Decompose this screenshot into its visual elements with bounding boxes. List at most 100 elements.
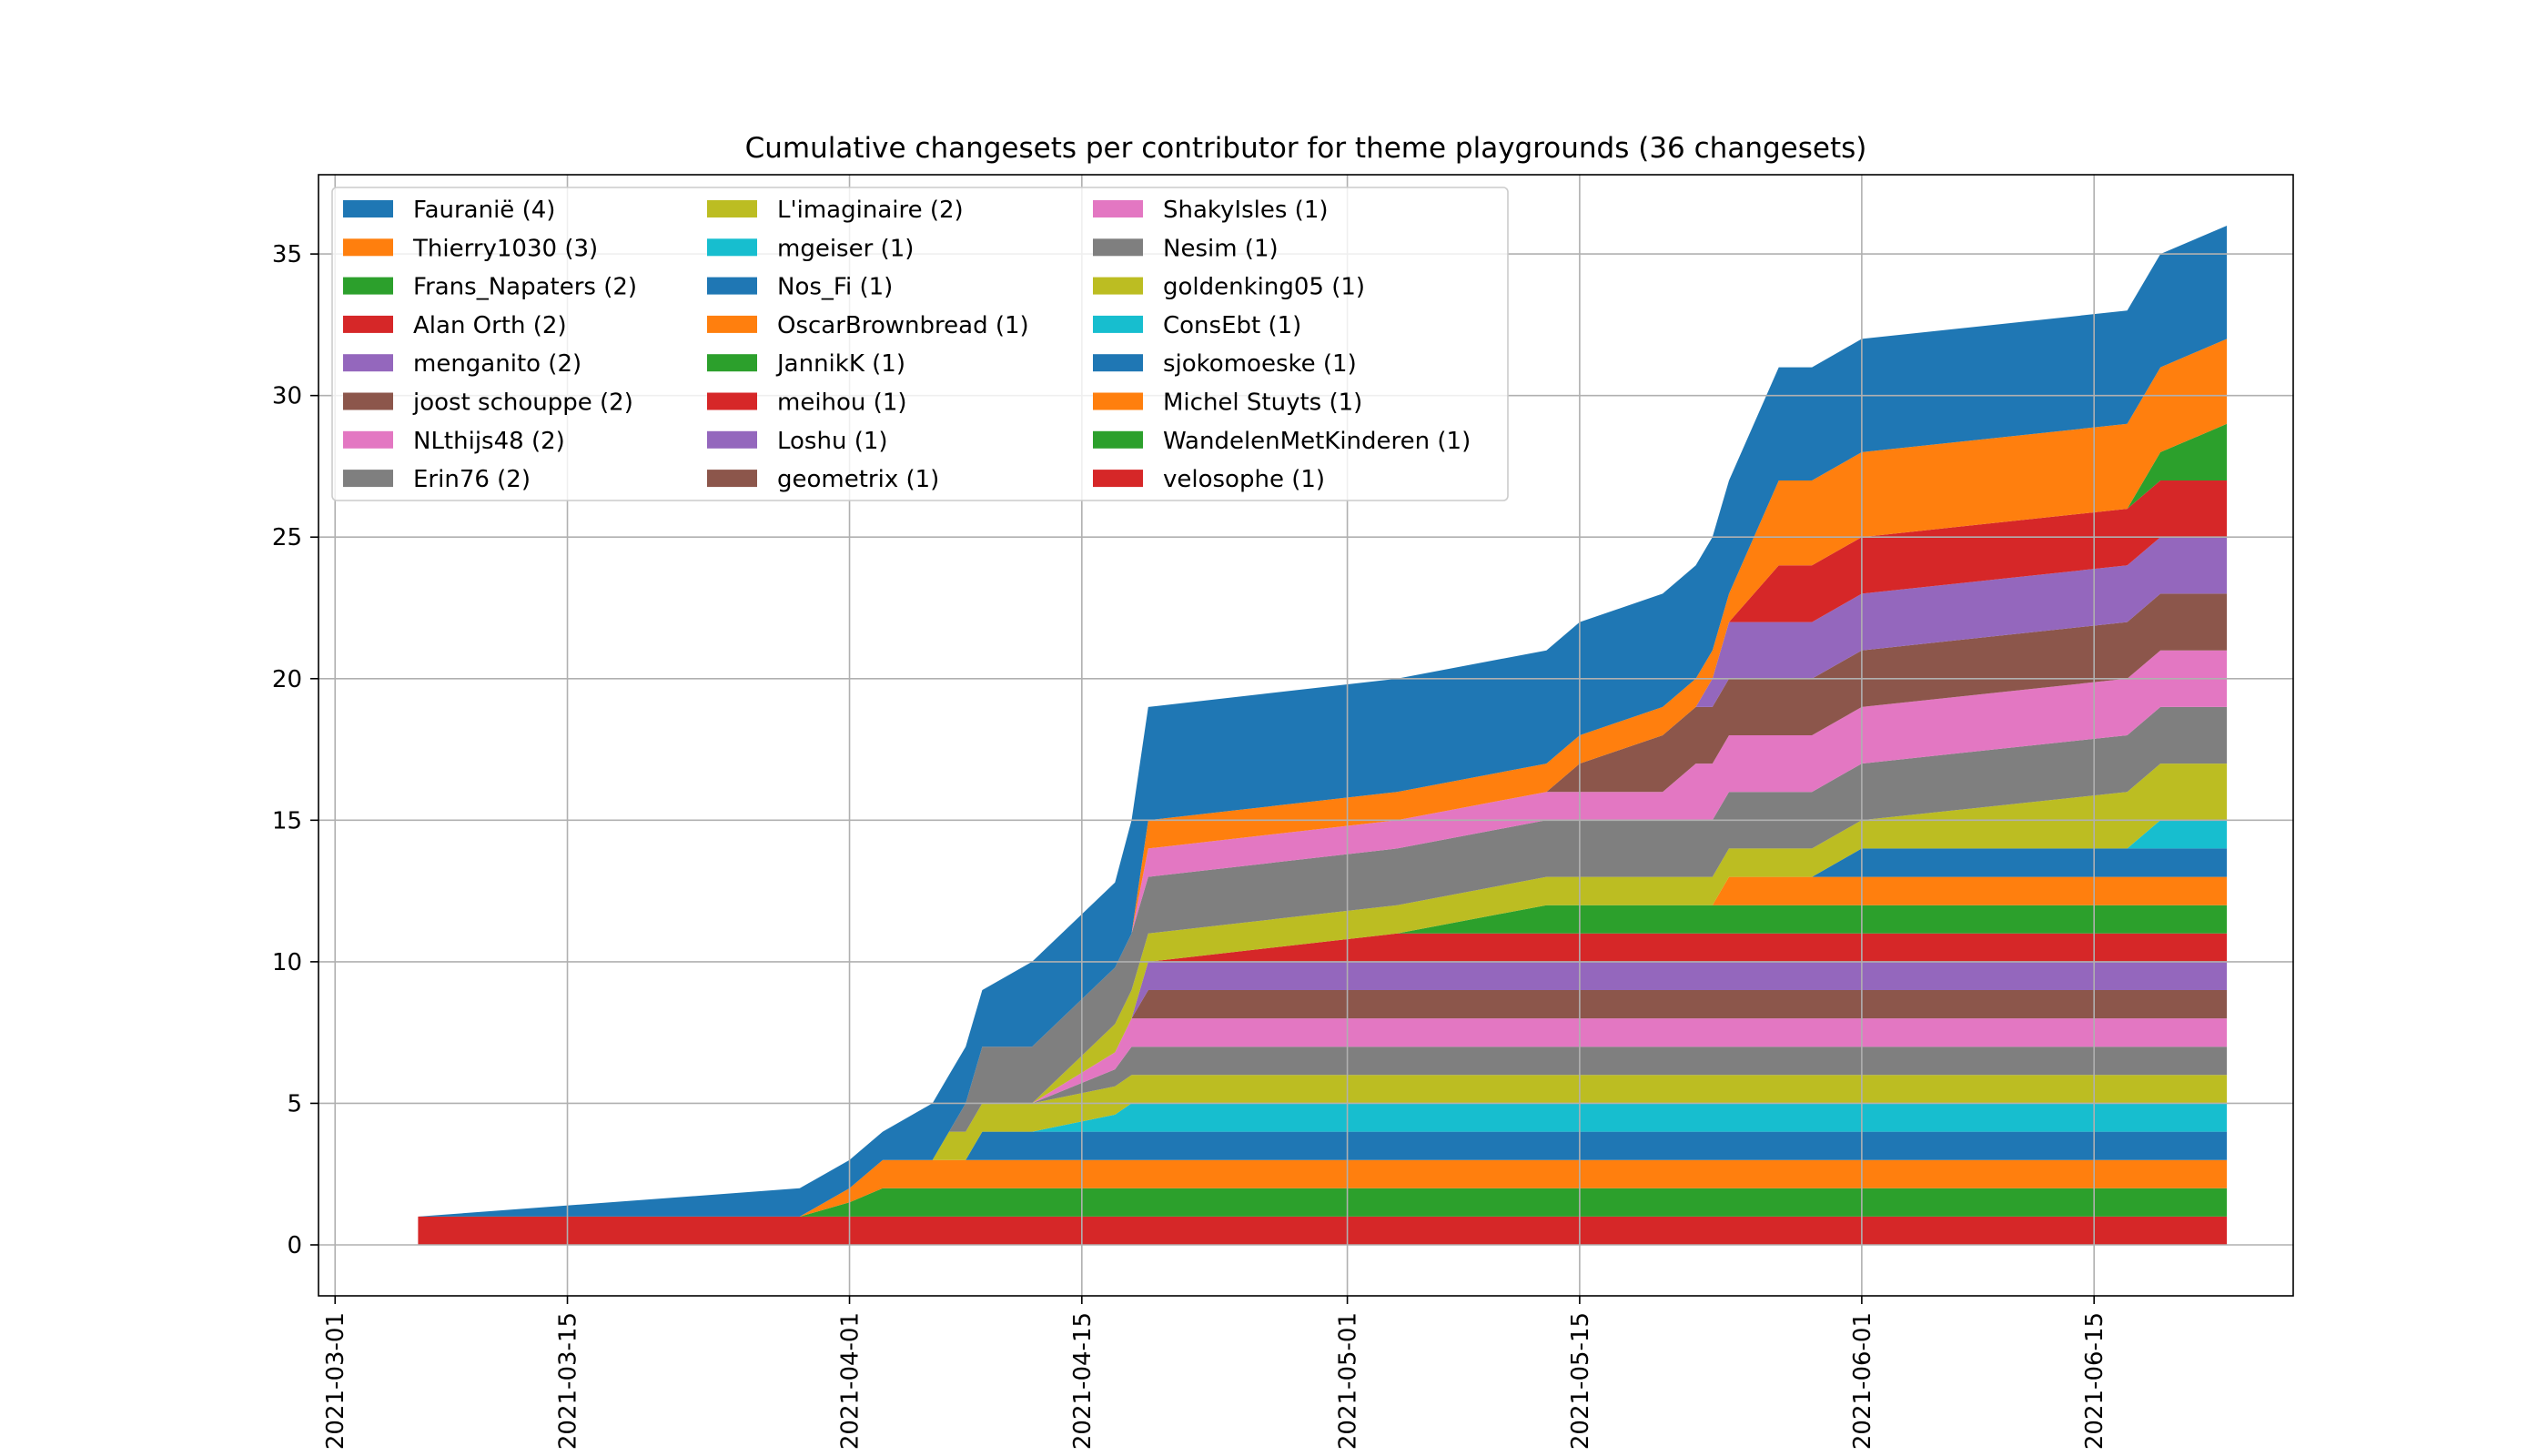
legend-label: ConsEbt (1) (1163, 312, 1301, 339)
legend-swatch (707, 238, 757, 257)
legend-label: NLthijs48 (2) (413, 428, 565, 455)
legend-swatch (343, 200, 393, 217)
legend-label: velosophe (1) (1163, 466, 1325, 493)
legend-swatch (1093, 200, 1143, 217)
y-tick-label: 15 (272, 807, 302, 834)
legend-label: meihou (1) (777, 389, 907, 417)
area-thierry1030-3- (418, 339, 2228, 1217)
legend-swatch (707, 430, 757, 449)
legend-entry: WandelenMetKinderen (1) (1093, 428, 1471, 455)
legend-entry: OscarBrownbread (1) (707, 312, 1029, 339)
legend-label: Frans_Napaters (2) (413, 274, 637, 301)
legend-entry: Nesim (1) (1093, 235, 1279, 262)
legend-swatch (1093, 392, 1143, 410)
area-nlthijs48-2- (418, 650, 2228, 1217)
area-shakyisles-1- (418, 1018, 2228, 1217)
area-erin76-2- (418, 706, 2228, 1217)
legend: Fauranië (4) Thierry1030 (3) Frans_Napater… (331, 187, 1509, 501)
legend-entry: Erin76 (2) (343, 466, 531, 493)
legend-label: joost schouppe (2) (412, 389, 633, 417)
area-velosophe-1- (418, 1216, 2228, 1245)
legend-swatch (707, 354, 757, 372)
legend-entry: ShakyIsles (1) (1093, 197, 1329, 224)
chart-title: Cumulative changesets per contributor fo… (745, 132, 1867, 165)
area-geometrix-1- (418, 990, 2228, 1217)
legend-label: Nos_Fi (1) (777, 274, 893, 301)
area-l-imaginaire-2- (418, 763, 2228, 1217)
y-tick-label: 30 (272, 383, 302, 410)
area-goldenking05-1- (418, 1075, 2228, 1217)
legend-swatch (707, 470, 757, 488)
legend-label: ShakyIsles (1) (1163, 197, 1329, 224)
legend-entry: Thierry1030 (3) (343, 235, 598, 262)
legend-label: goldenking05 (1) (1163, 274, 1365, 301)
legend-swatch (343, 354, 393, 372)
stacked-areas (418, 226, 2228, 1245)
legend-swatch (343, 277, 393, 295)
legend-swatch (343, 238, 393, 257)
legend-entry: velosophe (1) (1093, 466, 1325, 493)
legend-label: L'imaginaire (2) (777, 197, 964, 224)
legend-swatch (1093, 277, 1143, 295)
area-michel-stuyts-1- (418, 1159, 2228, 1217)
legend-entry: joost schouppe (2) (343, 389, 633, 417)
area-loshu-1- (418, 961, 2228, 1217)
area-wandelenmetkinderen-1- (418, 1188, 2228, 1217)
plot-frame (318, 174, 2294, 1297)
legend-swatch (1093, 315, 1143, 333)
legend-entry: L'imaginaire (2) (707, 197, 964, 224)
legend-label: geometrix (1) (777, 466, 939, 493)
legend-swatch (343, 392, 393, 410)
y-tick-label: 5 (287, 1090, 302, 1117)
legend-entry: Fauranië (4) (343, 197, 555, 224)
y-tick-label: 10 (272, 949, 302, 976)
y-tick-label: 0 (287, 1232, 302, 1259)
legend-label: sjokomoeske (1) (1163, 350, 1357, 378)
y-tick-label: 20 (272, 666, 302, 693)
legend-entry: Loshu (1) (707, 428, 888, 455)
legend-swatch (707, 277, 757, 295)
legend-box (331, 187, 1509, 501)
area-alan-orth-2- (418, 480, 2228, 1217)
x-tick-label: 2021-05-01 (1335, 1312, 1362, 1450)
legend-label: Thierry1030 (3) (412, 235, 598, 262)
legend-entry: geometrix (1) (707, 466, 939, 493)
legend-entry: Michel Stuyts (1) (1093, 389, 1362, 417)
legend-swatch (1093, 470, 1143, 488)
area-menganito-2- (418, 537, 2228, 1217)
legend-label: Nesim (1) (1163, 235, 1279, 262)
legend-entry: Nos_Fi (1) (707, 274, 893, 301)
legend-label: OscarBrownbread (1) (777, 312, 1029, 339)
area-joost-schouppe-2- (418, 593, 2228, 1217)
area-sjokomoeske-1- (418, 1131, 2228, 1217)
legend-entry: JannikK (1) (707, 350, 905, 378)
legend-swatch (707, 200, 757, 217)
x-tick-label: 2021-03-15 (555, 1312, 582, 1450)
legend-label: Loshu (1) (777, 428, 888, 455)
legend-swatch (707, 392, 757, 410)
area-consebt-1- (418, 1103, 2228, 1217)
legend-entry: Frans_Napaters (2) (343, 274, 637, 301)
x-tick-label: 2021-03-01 (322, 1312, 349, 1450)
legend-label: Alan Orth (2) (413, 312, 567, 339)
legend-entry: goldenking05 (1) (1093, 274, 1365, 301)
x-tick-label: 2021-04-01 (837, 1312, 864, 1450)
area-nesim-1- (418, 1046, 2228, 1217)
legend-entry: meihou (1) (707, 389, 907, 417)
legend-label: Fauranië (4) (413, 197, 555, 224)
legend-label: WandelenMetKinderen (1) (1163, 428, 1471, 455)
legend-swatch (1093, 430, 1143, 449)
legend-label: Michel Stuyts (1) (1163, 389, 1362, 417)
legend-label: JannikK (1) (775, 350, 905, 378)
legend-swatch (707, 315, 757, 333)
area-faurani-4- (418, 226, 2228, 1217)
legend-label: mgeiser (1) (777, 235, 914, 262)
legend-entry: ConsEbt (1) (1093, 312, 1301, 339)
legend-swatch (343, 430, 393, 449)
legend-label: Erin76 (2) (413, 466, 531, 493)
y-tick-label: 25 (272, 524, 302, 551)
x-tick-label: 2021-04-15 (1069, 1312, 1097, 1450)
legend-entry: mgeiser (1) (707, 235, 914, 262)
legend-swatch (343, 315, 393, 333)
